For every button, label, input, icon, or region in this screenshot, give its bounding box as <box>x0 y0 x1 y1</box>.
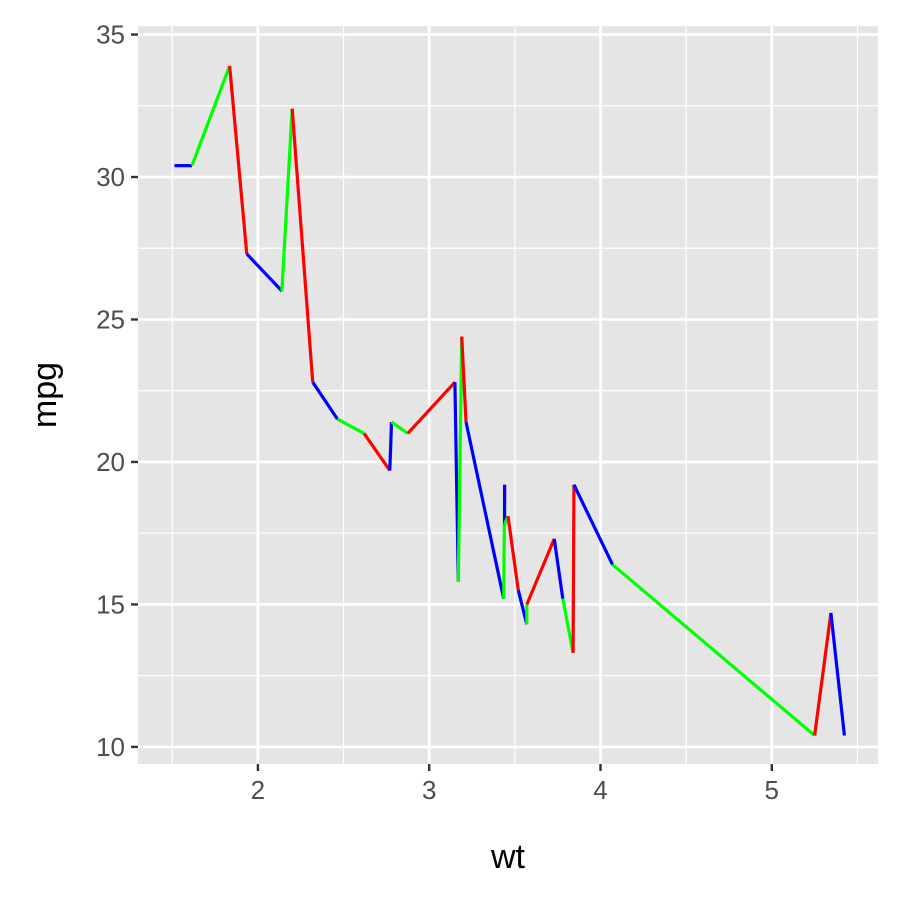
series-segment <box>464 421 506 600</box>
series-segment <box>336 417 365 435</box>
y-axis: 10 15 20 25 30 35 <box>96 20 138 762</box>
major-gridlines <box>138 26 878 764</box>
series-segment <box>290 108 315 383</box>
series-segment <box>280 108 294 292</box>
minor-gridlines <box>138 26 878 764</box>
x-tick-label: 3 <box>422 775 436 805</box>
series-segment <box>572 484 614 566</box>
series-segment <box>506 515 520 591</box>
y-tick-label: 15 <box>96 589 125 619</box>
y-tick-label: 25 <box>96 304 125 334</box>
x-tick-label: 2 <box>251 775 265 805</box>
series-segment <box>525 538 556 606</box>
series-line <box>174 65 847 737</box>
y-tick-label: 10 <box>96 732 125 762</box>
series-segment <box>611 563 816 737</box>
series-segment <box>390 420 409 435</box>
x-tick-label: 5 <box>765 775 779 805</box>
series-segment <box>813 612 833 736</box>
series-segment <box>190 65 232 167</box>
series-segment <box>228 65 249 255</box>
series-segment <box>460 336 468 423</box>
x-axis-title: wt <box>490 838 526 876</box>
series-segment <box>829 612 847 736</box>
series-segment <box>571 484 576 653</box>
series-segment <box>561 598 575 654</box>
series-segment <box>552 538 565 599</box>
x-tick-label: 4 <box>593 775 607 805</box>
series-segment <box>245 252 284 293</box>
series-segment <box>388 422 394 471</box>
y-axis-title: mpg <box>26 362 64 428</box>
y-tick-label: 35 <box>96 20 125 50</box>
plot-panel <box>138 26 878 764</box>
series-segment <box>456 336 464 582</box>
x-axis: 2 3 4 5 <box>251 764 779 805</box>
series-segment <box>362 432 392 472</box>
series-segment <box>311 381 339 421</box>
y-tick-label: 20 <box>96 447 125 477</box>
y-tick-label: 30 <box>96 162 125 192</box>
series-segment <box>406 381 457 435</box>
